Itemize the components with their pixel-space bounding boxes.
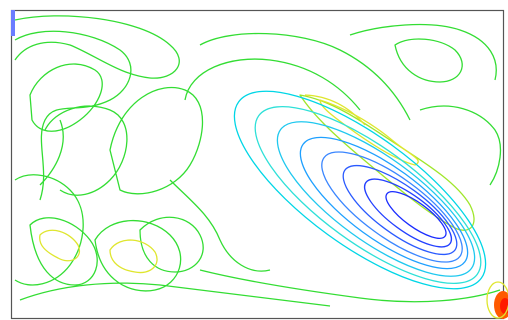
contour-line [14, 174, 84, 286]
hot-spot-core [500, 298, 508, 314]
contour-line [276, 121, 476, 277]
contour-line [14, 30, 132, 201]
contour-line [233, 90, 487, 290]
contour-line [299, 136, 469, 270]
contour-line [385, 191, 447, 239]
contour-line [169, 179, 271, 272]
contour-line [39, 229, 81, 262]
contour-line [304, 94, 366, 126]
plot-frame [10, 9, 505, 320]
contour-line [39, 119, 64, 186]
contour-line [29, 63, 103, 132]
contour-line [319, 99, 419, 166]
corner-mark [11, 10, 15, 36]
contour-line [321, 151, 463, 263]
contour-line [109, 86, 204, 195]
contour-line [363, 178, 453, 248]
contour-line [109, 239, 158, 274]
contour-line [299, 94, 475, 231]
contour-line [19, 282, 331, 307]
hot-spot [11, 10, 508, 319]
contour-lines [14, 15, 502, 307]
contour-line [44, 105, 128, 196]
contour-line [342, 164, 458, 256]
contour-line [349, 23, 497, 81]
contour-line [29, 217, 98, 286]
contour-line [199, 32, 411, 121]
contour-line [419, 105, 502, 186]
contour-line [184, 58, 361, 111]
contour-line [94, 219, 182, 292]
contour-line [486, 281, 508, 319]
contour-line [394, 38, 463, 83]
contour-line [139, 216, 204, 273]
contour-line [254, 106, 482, 284]
contour-line [199, 269, 501, 303]
contour-line [14, 15, 180, 79]
